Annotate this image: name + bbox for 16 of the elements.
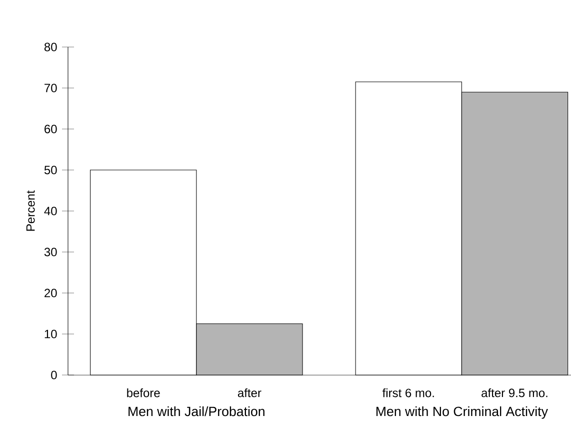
y-tick-label: 50 <box>44 166 57 174</box>
y-tick-label: 40 <box>44 206 57 216</box>
text: Men with No Criminal Activity <box>376 406 548 419</box>
y-tick-label: 20 <box>44 288 57 298</box>
y-tick-label: 60 <box>44 124 57 134</box>
x-tick-label: before <box>127 388 160 398</box>
y-tick-label: 0 <box>51 370 57 380</box>
x-tick-label: after 9.5 mo. <box>482 388 548 398</box>
text: Men with Jail/Probation <box>128 406 264 416</box>
y-axis-title: Percent <box>26 190 35 231</box>
y-tick-label: 30 <box>44 248 57 256</box>
y-tick-label: 80 <box>44 42 57 52</box>
y-tick-label: 10 <box>44 330 57 338</box>
x-tick-label: after <box>238 388 262 398</box>
y-tick-label: 70 <box>44 84 57 92</box>
x-tick-label: first 6 mo. <box>382 388 434 398</box>
